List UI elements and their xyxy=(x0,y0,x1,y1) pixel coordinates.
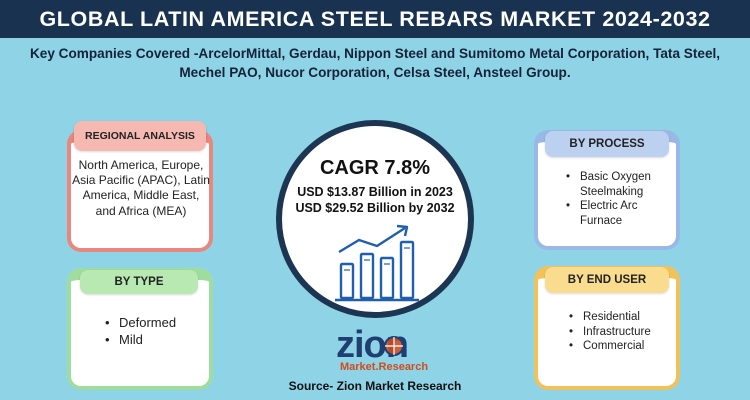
by-end-user-label: BY END USER xyxy=(545,267,669,293)
list-item: • Electric Arc Furnace xyxy=(566,200,638,227)
list-item: • Basic Oxygen Steelmaking xyxy=(566,171,651,198)
cagr-value: CAGR 7.8% xyxy=(319,157,431,179)
by-process-label: BY PROCESS xyxy=(545,131,669,157)
growth-chart-icon xyxy=(335,224,419,302)
by-end-user-list: • Residential • Infrastructure • Commercial xyxy=(569,310,679,354)
list-item: • Commercial xyxy=(569,340,645,352)
list-item: • Deformed xyxy=(105,315,177,330)
page-title: GLOBAL LATIN AMERICA STEEL REBARS MARKET… xyxy=(39,6,711,31)
logo-wordmark: zion xyxy=(336,324,428,373)
market-value-2023: USD $13.87 Billion in 2023 xyxy=(297,185,453,199)
regional-analysis-label: REGIONAL ANALYSIS xyxy=(74,121,206,151)
by-process-list: • Basic Oxygen Steelmaking • Electric Arc … xyxy=(566,170,678,228)
logo-subtext: Market.Research xyxy=(340,361,429,373)
cagr-circle xyxy=(276,120,474,318)
list-item: • Residential xyxy=(569,311,640,323)
list-item: • Infrastructure xyxy=(569,325,651,338)
regional-analysis-text: North America, Europe, Asia Pacific (APA… xyxy=(72,158,210,218)
key-companies-subtitle: Key Companies Covered -ArcelorMittal, Ge… xyxy=(29,46,721,80)
title-bar: GLOBAL LATIN AMERICA STEEL REBARS MARKET… xyxy=(0,0,750,38)
by-type-label: BY TYPE xyxy=(80,270,198,294)
source-credit: Source- Zion Market Research xyxy=(288,379,462,393)
market-value-2032: USD $29.52 Billion by 2032 xyxy=(295,201,455,215)
by-type-list: • Deformed • Mild xyxy=(105,314,215,348)
list-item: • Mild xyxy=(105,332,143,347)
zion-logo-icon: zion xyxy=(336,324,409,366)
